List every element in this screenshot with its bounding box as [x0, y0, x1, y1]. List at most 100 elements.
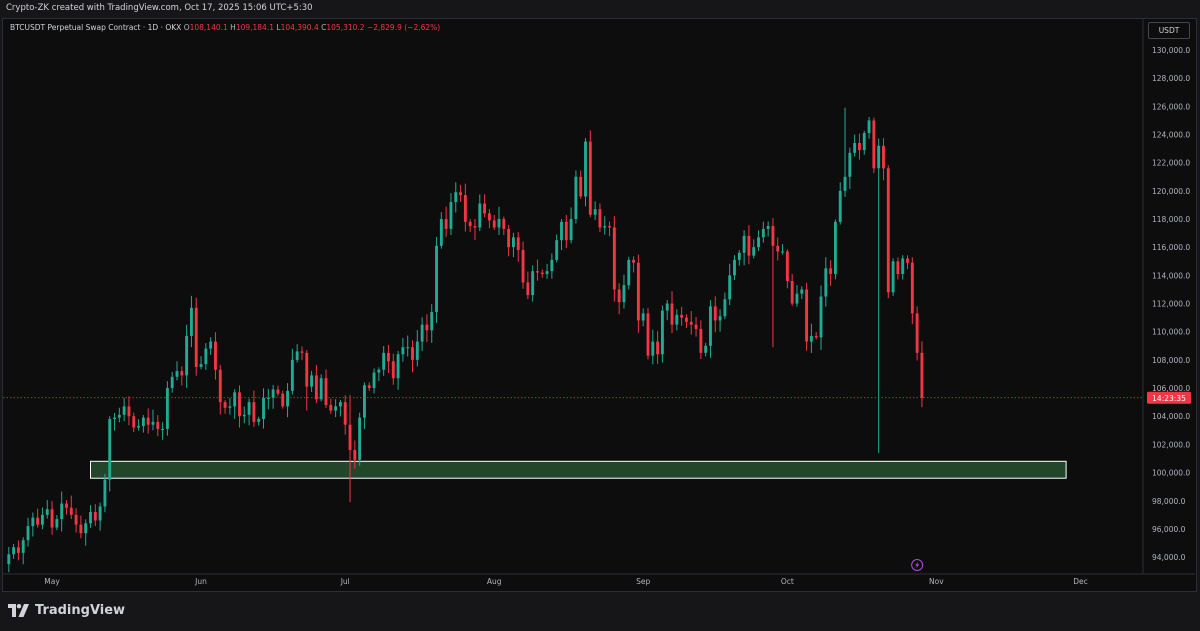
- price-tick-label: 130,000.0: [1152, 46, 1190, 55]
- candle-body: [300, 351, 304, 353]
- candle-body: [175, 371, 179, 377]
- candle-body: [853, 142, 857, 153]
- candle-body: [396, 354, 400, 379]
- price-tick-label: 118,000.0: [1152, 215, 1190, 224]
- price-tick-label: 106,000.0: [1152, 384, 1190, 393]
- candle-body: [132, 416, 136, 428]
- candle-body: [487, 213, 491, 221]
- candle-body: [257, 419, 261, 422]
- candle-body: [872, 120, 876, 169]
- candle-body: [146, 417, 150, 425]
- candle-body: [790, 281, 794, 304]
- candle-body: [185, 335, 189, 376]
- candle-body: [555, 240, 559, 260]
- candle-body: [641, 313, 645, 321]
- event-marker-icon: [911, 559, 924, 571]
- candle-body: [93, 512, 97, 521]
- candle-body: [718, 316, 722, 321]
- candle-body: [603, 226, 607, 228]
- countdown-label: 14:23:35: [1152, 394, 1186, 403]
- candle-body: [877, 145, 881, 169]
- candle-body: [165, 388, 169, 429]
- candle-body: [814, 335, 818, 338]
- candle-body: [358, 417, 362, 460]
- candle-body: [343, 402, 347, 425]
- candle-body: [305, 352, 309, 387]
- candle-body: [848, 152, 852, 177]
- candle-body: [233, 392, 237, 407]
- low-value: 104,390.4: [280, 23, 319, 32]
- candle-body: [896, 261, 900, 274]
- candle-body: [776, 245, 780, 252]
- candle-body: [560, 221, 563, 241]
- candle-body: [449, 202, 453, 229]
- candle-body: [439, 219, 443, 246]
- tradingview-logo-icon: [8, 603, 29, 617]
- candle-body: [608, 226, 611, 228]
- time-axis-label: Dec: [1073, 577, 1088, 586]
- candle-body: [45, 509, 49, 515]
- candle-body: [382, 352, 386, 370]
- candle-body: [238, 392, 241, 417]
- bottom-bar: [0, 592, 1200, 631]
- lightning-icon: [915, 561, 920, 569]
- candle-body: [425, 324, 429, 331]
- chart-panel[interactable]: [2, 18, 1197, 592]
- candle-body: [281, 393, 285, 407]
- candle-body: [454, 192, 458, 203]
- symbol-title[interactable]: BTCUSDT Perpetual Swap Contract · 1D · O…: [10, 23, 182, 32]
- candle-body: [684, 317, 688, 322]
- candle-body: [492, 220, 496, 228]
- candle-body: [497, 219, 501, 228]
- candle-body: [819, 296, 823, 338]
- candle-body: [21, 540, 25, 553]
- chart-caption: Crypto-ZK created with TradingView.com, …: [6, 3, 313, 13]
- candle-body: [151, 421, 155, 425]
- price-tick-label: 114,000.0: [1152, 271, 1190, 280]
- candle-body: [617, 289, 621, 303]
- candle-body: [271, 389, 275, 398]
- low-label: L: [276, 23, 281, 32]
- candle-body: [60, 503, 64, 520]
- currency-selector[interactable]: USDT: [1148, 22, 1190, 39]
- candle-body: [800, 289, 804, 294]
- candle-body: [915, 313, 919, 353]
- candle-body: [502, 219, 506, 229]
- candle-body: [709, 306, 712, 346]
- candle-body: [882, 145, 885, 169]
- candle-body: [209, 341, 213, 349]
- candle-body: [901, 258, 905, 274]
- candle-body: [252, 402, 256, 422]
- candle-body: [627, 259, 631, 286]
- price-tick-label: 126,000.0: [1152, 102, 1190, 111]
- candle-body: [242, 414, 246, 417]
- candle-body: [36, 517, 40, 525]
- candle-body: [646, 313, 650, 356]
- time-axis-label: Nov: [929, 577, 944, 586]
- high-value: 109,184.1: [235, 23, 274, 32]
- candle-body: [569, 219, 573, 241]
- candle-body: [141, 417, 145, 427]
- candle-body: [463, 195, 467, 222]
- candle-body: [632, 259, 636, 263]
- candle-body: [314, 375, 318, 400]
- candle-body: [372, 372, 376, 389]
- time-axis-label: Sep: [636, 577, 650, 586]
- candle-body: [286, 390, 289, 407]
- candle-body: [574, 176, 578, 220]
- candle-body: [636, 262, 640, 321]
- candle-body: [84, 523, 88, 534]
- time-axis-label: Aug: [487, 577, 502, 586]
- candle-body: [598, 209, 602, 228]
- candle-body: [507, 228, 511, 248]
- candle-body: [74, 514, 78, 525]
- candle-body: [180, 371, 184, 376]
- candle-body: [680, 314, 684, 318]
- candle-body: [122, 406, 126, 415]
- candle-body: [516, 237, 520, 251]
- candle-body: [247, 402, 251, 415]
- candle-body: [478, 203, 482, 228]
- price-tick-label: 110,000.0: [1152, 328, 1190, 337]
- tradingview-brand[interactable]: TradingView: [8, 603, 125, 618]
